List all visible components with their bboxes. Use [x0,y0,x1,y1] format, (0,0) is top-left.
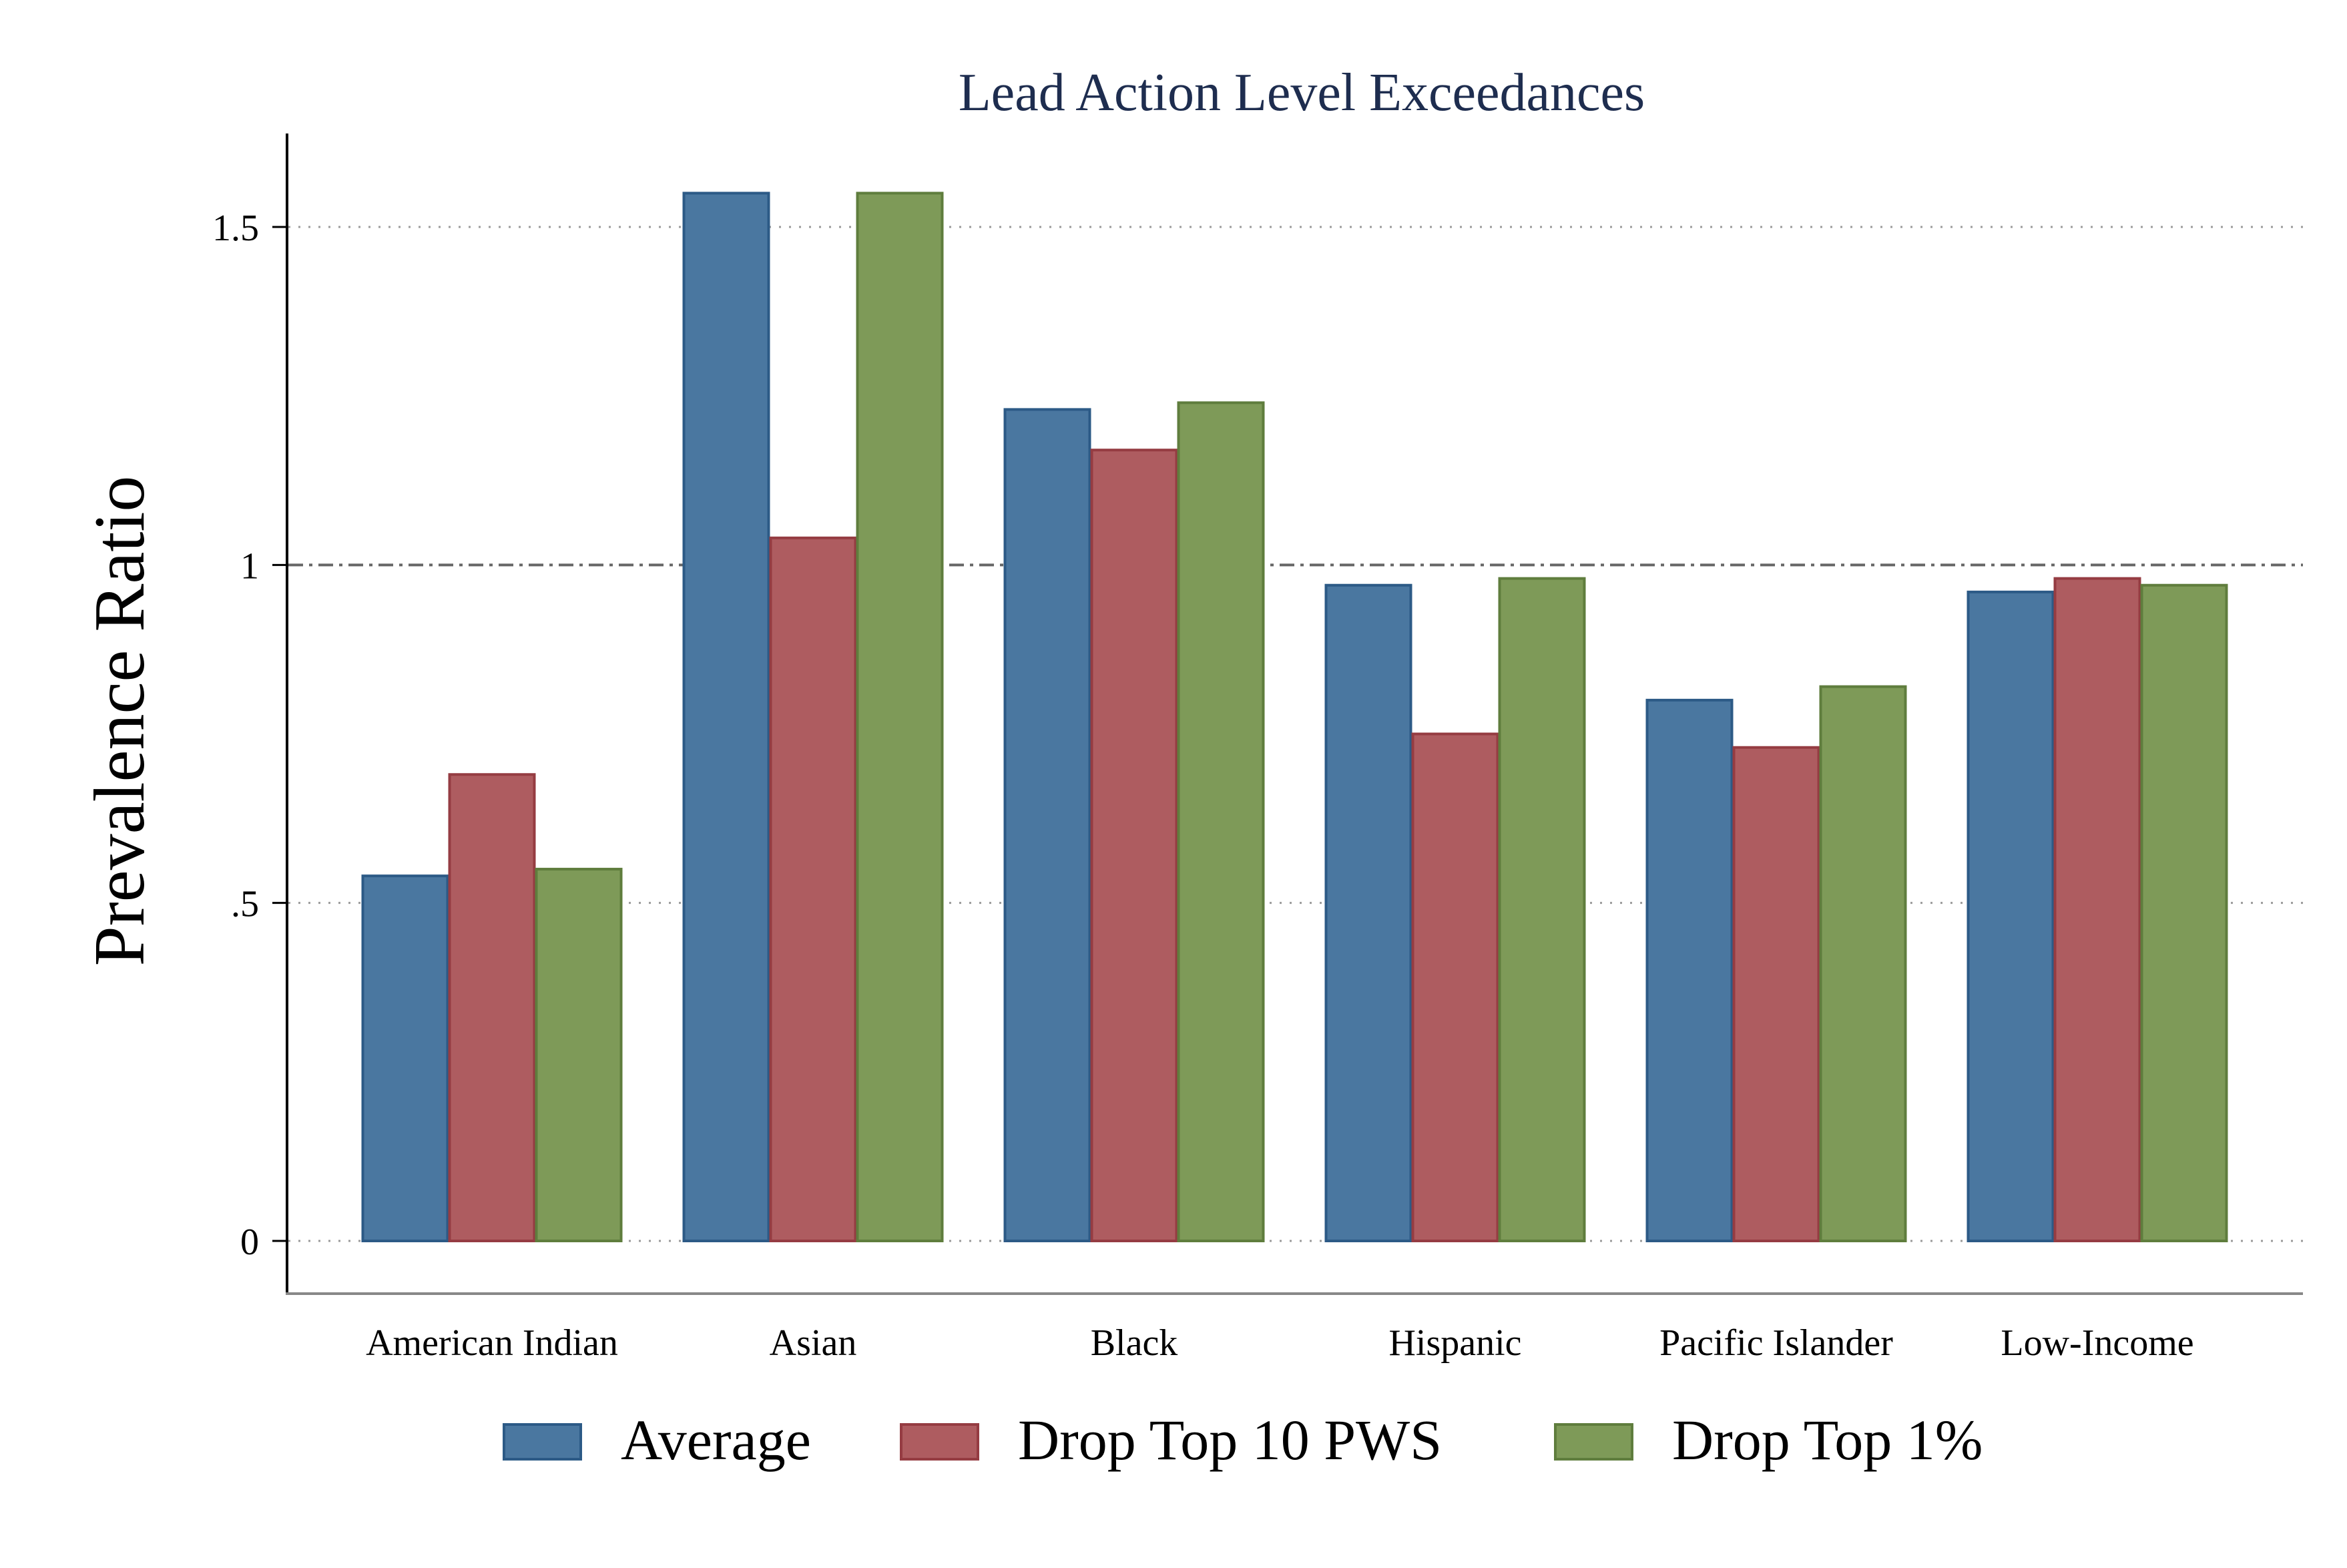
bar-average-pacific-islander [1645,698,1734,1243]
x-tick-label: Black [1091,1322,1178,1364]
bar-drop-top-10-pws-low-income [2053,577,2141,1242]
bar-drop-top-1--black [1177,401,1265,1242]
y-tick-label: .5 [231,884,259,925]
bar-average-american-indian [361,874,449,1243]
grid-layer [288,226,2303,1242]
legend-label: Average [621,1408,811,1472]
x-tick-label: Hispanic [1388,1322,1521,1364]
x-tick-label: Low-Income [2001,1322,2193,1364]
bars-layer [361,192,2228,1243]
bar-drop-top-1--asian [856,192,944,1242]
bar-drop-top-1--pacific-islander [1819,685,1907,1242]
bar-drop-top-10-pws-american-indian [448,773,536,1242]
legend-label: Drop Top 10 PWS [1018,1408,1442,1472]
bar-average-black [1003,408,1091,1242]
legend: Average Drop Top 10 PWS Drop Top 1% [503,1408,1983,1472]
x-tick-label: Pacific Islander [1659,1322,1893,1364]
labels-layer: Lead Action Level Exceedances Prevalence… [80,63,1645,966]
legend-swatch [900,1423,979,1461]
bar-average-hispanic [1324,583,1412,1242]
y-tick-label: 0 [240,1222,259,1263]
legend-swatch [1554,1423,1633,1461]
bar-drop-top-10-pws-black [1090,449,1178,1242]
bar-drop-top-1--hispanic [1498,577,1586,1242]
bar-drop-top-1--american-indian [535,868,623,1242]
y-tick-label: 1 [240,545,259,587]
bar-drop-top-10-pws-pacific-islander [1732,746,1820,1242]
y-tick-label: 1.5 [212,208,259,249]
chart-title: Lead Action Level Exceedances [959,63,1645,122]
legend-label: Drop Top 1% [1672,1408,1983,1472]
x-tick-label: Asian [770,1322,857,1364]
legend-swatch [503,1423,582,1461]
bar-drop-top-10-pws-hispanic [1411,732,1499,1242]
bar-drop-top-1--low-income [2140,583,2228,1242]
x-tick-label: American Indian [366,1322,618,1364]
y-axis-label: Prevalence Ratio [80,476,160,967]
axes-layer: 0 .5 1 1.5 American Indian Asian Black Hispanic… [212,134,2303,1364]
bar-average-low-income [1967,590,2055,1242]
bar-drop-top-10-pws-asian [769,536,857,1242]
bar-average-asian [682,192,770,1242]
